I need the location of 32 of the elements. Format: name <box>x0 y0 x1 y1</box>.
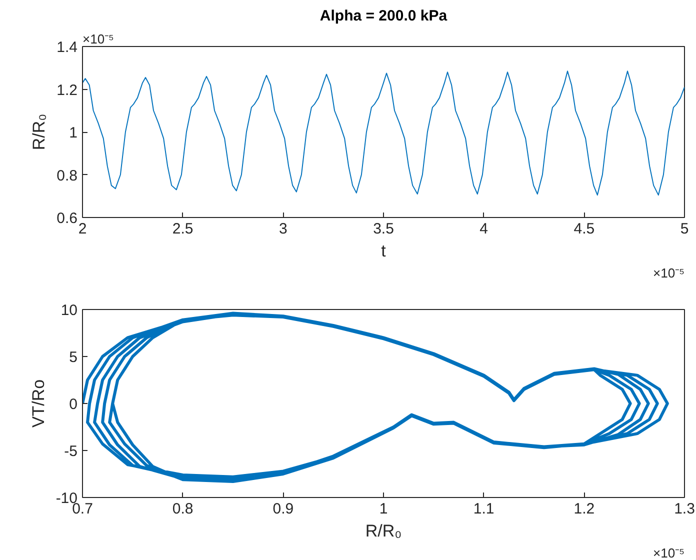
x-axis-title: t <box>381 242 386 260</box>
x-tick-label: 1 <box>379 500 388 518</box>
x-axis-title: R/R₀ <box>365 522 402 540</box>
y-tick-label: 1.2 <box>56 82 78 99</box>
chart-title: Alpha = 200.0 kPa <box>320 8 448 24</box>
x-tick-label: 4 <box>480 220 488 238</box>
y-axis-title: VT/Ro <box>28 379 48 428</box>
line-series <box>82 312 669 484</box>
y-tick-label: 0 <box>69 396 78 413</box>
y-tick-label: 0.6 <box>56 210 78 227</box>
x-tick-label: 1.1 <box>473 500 494 518</box>
y-tick-label: -5 <box>64 443 78 460</box>
x-tick-label: 1.2 <box>574 500 595 518</box>
y-axis-title: R/R₀ <box>30 114 49 150</box>
y-tick-label: 1 <box>69 124 78 142</box>
x-tick-label: 1.3 <box>674 500 695 518</box>
text: ×10⁻⁵ <box>653 266 685 280</box>
line-series <box>82 70 684 196</box>
x-tick-label: 2.5 <box>172 220 194 238</box>
x-tick-label: 2 <box>78 220 87 238</box>
x-tick-label: 0.8 <box>172 500 194 518</box>
x-tick-label: 3.5 <box>373 220 394 238</box>
x-tick-label: 0.9 <box>272 500 294 518</box>
x-tick-label: 4.5 <box>574 220 595 238</box>
x-tick-label: 3 <box>278 220 288 238</box>
y-tick-label: 5 <box>69 349 78 366</box>
y-tick-label: 0.8 <box>56 167 78 184</box>
text: ×10⁻⁵ <box>653 546 685 560</box>
y-tick-label: 10 <box>60 302 78 319</box>
x-tick-label: 5 <box>680 220 689 238</box>
text: ×10⁻⁵ <box>82 32 114 46</box>
y-tick-label: 1.4 <box>56 39 78 56</box>
